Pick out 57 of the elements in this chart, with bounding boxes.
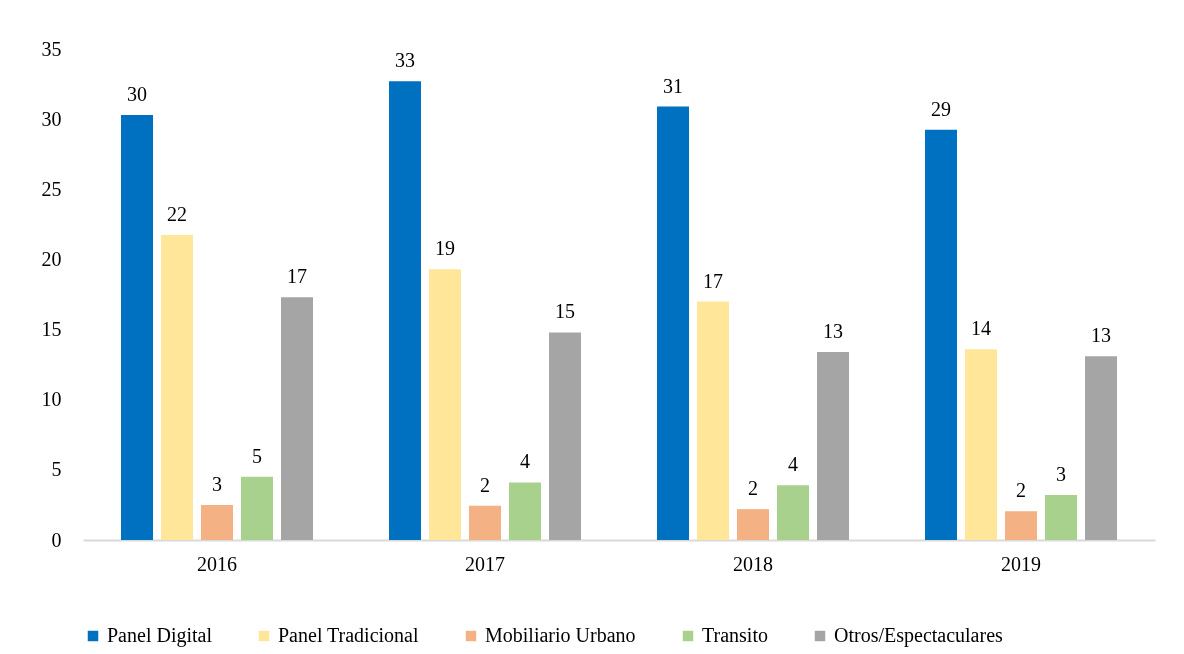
legend-label: Panel Digital bbox=[107, 624, 213, 647]
bar bbox=[469, 505, 501, 540]
y-tick-label: 10 bbox=[41, 388, 62, 411]
data-label: 13 bbox=[823, 320, 843, 343]
data-label: 3 bbox=[1056, 463, 1066, 486]
bar bbox=[965, 349, 997, 540]
bar bbox=[1085, 356, 1117, 540]
y-tick-label: 20 bbox=[41, 247, 62, 270]
bar bbox=[509, 482, 541, 540]
x-tick-label: 2017 bbox=[465, 552, 505, 575]
bar bbox=[549, 332, 581, 540]
legend-label: Transito bbox=[702, 624, 768, 646]
bar bbox=[389, 81, 421, 540]
bar bbox=[429, 269, 461, 540]
legend-label: Mobiliario Urbano bbox=[485, 624, 636, 646]
bar bbox=[281, 297, 313, 540]
data-label: 4 bbox=[788, 453, 798, 476]
legend-label: Otros/Espectaculares bbox=[834, 624, 1004, 647]
bar bbox=[697, 301, 729, 540]
data-label: 17 bbox=[703, 269, 723, 292]
data-label: 29 bbox=[931, 97, 951, 120]
bar bbox=[817, 352, 849, 540]
x-tick-label: 2018 bbox=[733, 552, 773, 575]
data-label: 3 bbox=[212, 472, 222, 495]
bar bbox=[925, 129, 957, 540]
y-tick-label: 15 bbox=[41, 318, 62, 341]
bar bbox=[737, 509, 769, 540]
x-tick-label: 2016 bbox=[197, 552, 237, 575]
x-tick-label: 2019 bbox=[1001, 552, 1041, 575]
data-label: 30 bbox=[127, 82, 147, 105]
bar bbox=[1045, 495, 1077, 540]
data-label: 2 bbox=[480, 473, 490, 496]
data-label: 5 bbox=[252, 444, 262, 467]
data-label: 33 bbox=[395, 49, 415, 72]
bar bbox=[241, 476, 273, 540]
data-label: 17 bbox=[287, 265, 307, 288]
bar bbox=[121, 114, 153, 540]
y-tick-label: 25 bbox=[41, 177, 62, 200]
data-label: 13 bbox=[1091, 324, 1111, 347]
data-label: 15 bbox=[555, 300, 575, 323]
data-label: 2 bbox=[1016, 479, 1026, 502]
data-label: 31 bbox=[663, 74, 683, 97]
legend-label: Panel Tradicional bbox=[278, 624, 419, 646]
bar bbox=[777, 485, 809, 540]
data-label: 22 bbox=[167, 202, 187, 225]
bar bbox=[201, 504, 233, 540]
bar bbox=[657, 106, 689, 540]
y-tick-label: 0 bbox=[51, 528, 62, 551]
y-tick-label: 5 bbox=[51, 458, 62, 481]
bar bbox=[161, 234, 193, 540]
data-label: 2 bbox=[748, 477, 758, 500]
y-tick-label: 30 bbox=[41, 107, 62, 130]
y-tick-label: 35 bbox=[41, 37, 62, 60]
data-label: 14 bbox=[971, 317, 991, 340]
data-label: 19 bbox=[435, 237, 455, 260]
bar bbox=[1005, 511, 1037, 540]
data-label: 4 bbox=[520, 450, 530, 473]
